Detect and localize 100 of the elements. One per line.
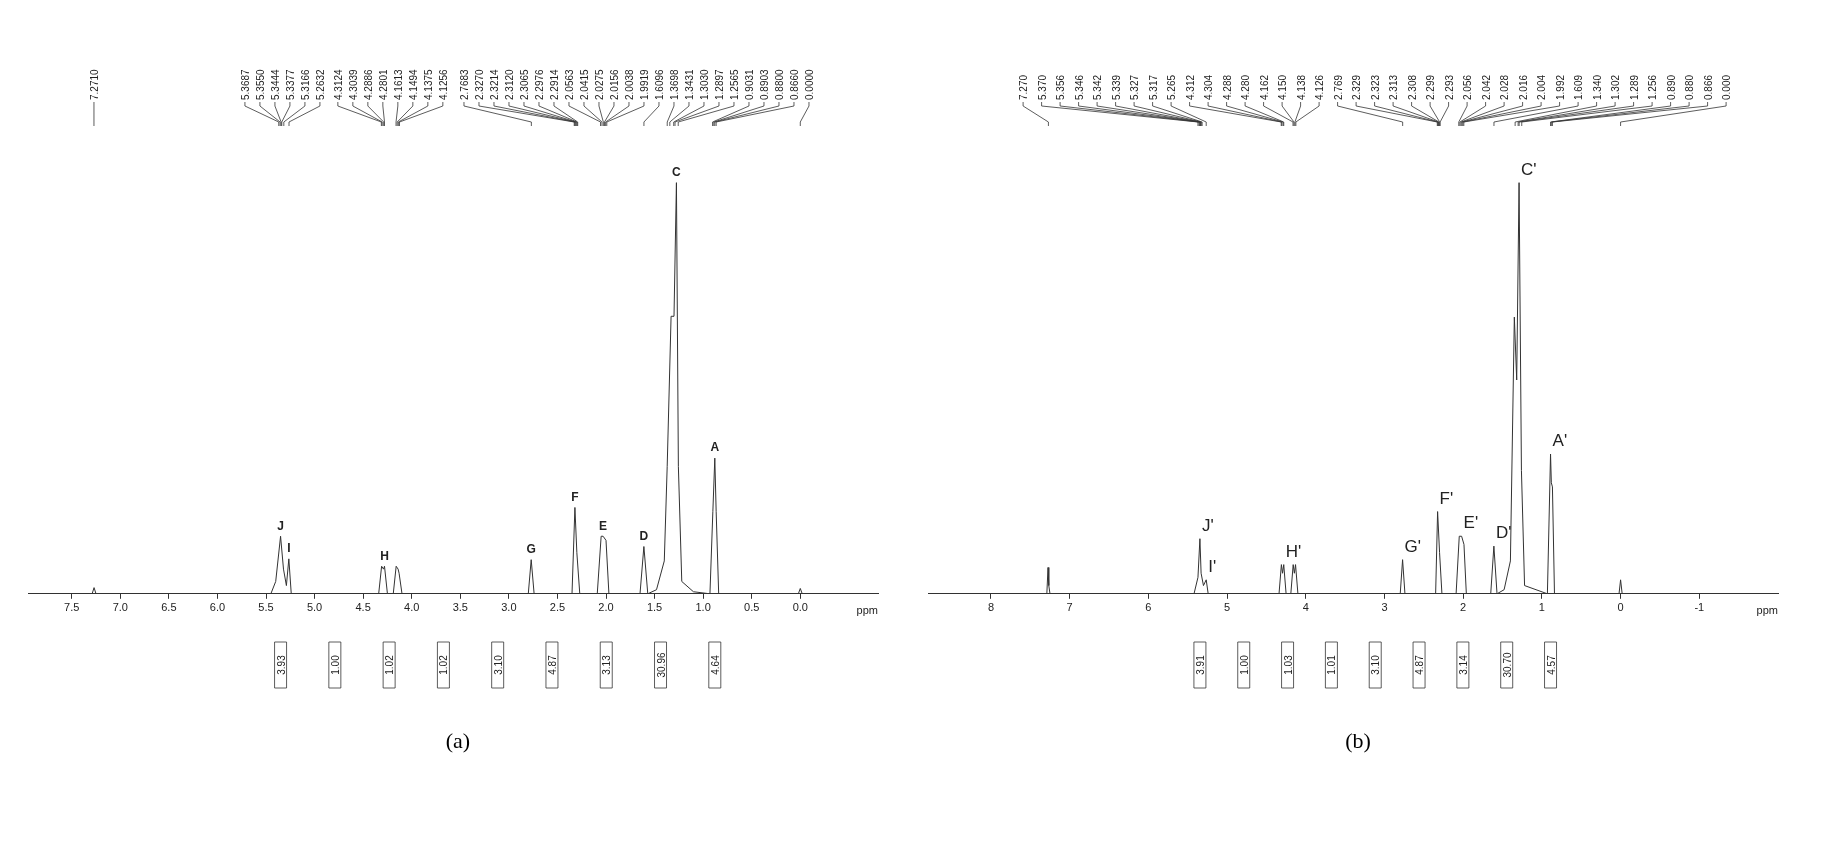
annotation: 5.3687 (239, 68, 251, 100)
annotation: 1.609 (1573, 74, 1585, 100)
text: 4.87 (1414, 654, 1426, 675)
annotation: 4.126 (1314, 74, 1326, 100)
text: 3.10 (1370, 654, 1382, 675)
x-tick-label: 6 (1145, 601, 1152, 614)
annotation: 2.028 (1499, 74, 1511, 100)
annotation: H (380, 548, 389, 563)
annotation: 1.992 (1554, 74, 1566, 100)
x-tick-label: 6.0 (209, 601, 226, 614)
annotation: 4.1613 (392, 68, 404, 100)
x-tick-label: 7.0 (112, 601, 128, 614)
annotation: 1.3431 (683, 68, 695, 100)
text: (b) (1345, 728, 1371, 754)
annotation: 2.004 (1536, 74, 1548, 100)
x-tick-label: -1 (1694, 601, 1705, 614)
x-tick-label: 2.0 (598, 601, 614, 614)
text: 4.87 (546, 654, 558, 675)
annotation: 0.8903 (758, 68, 770, 100)
annotation: 4.150 (1277, 74, 1289, 100)
text: 1.01 (1326, 654, 1338, 675)
x-tick-label: 0.0 (792, 601, 808, 614)
annotation: 4.162 (1258, 74, 1270, 100)
annotation: I (287, 541, 291, 556)
annotation: J' (1201, 515, 1214, 535)
annotation: 2.2914 (548, 68, 560, 100)
annotation: 4.288 (1221, 74, 1233, 100)
annotation: 2.323 (1369, 74, 1381, 100)
x-tick-label: 2 (1460, 601, 1467, 614)
annotation: 2.0563 (563, 68, 575, 100)
annotation: 1.340 (1591, 74, 1603, 100)
text: 1.00 (329, 654, 341, 675)
annotation: 0.8660 (788, 68, 800, 100)
annotation: 5.339 (1110, 74, 1122, 100)
text: 3.10 (492, 654, 504, 675)
annotation: 2.056 (1462, 74, 1474, 100)
annotation: 7.270 (1018, 74, 1030, 100)
annotation: 2.0275 (593, 68, 605, 100)
annotation: 5.370 (1036, 74, 1048, 100)
annotation: 1.6096 (653, 68, 665, 100)
x-tick-label: 1.0 (695, 601, 711, 614)
annotation: 1.3030 (698, 68, 710, 100)
annotation: 2.769 (1332, 74, 1344, 100)
x-tick-label: 7.5 (64, 601, 80, 614)
x-tick-label: 4.0 (404, 601, 420, 614)
annotation: C (672, 164, 682, 179)
annotation: 2.313 (1388, 74, 1400, 100)
annotation: 0.0000 (803, 68, 815, 100)
annotation: 4.2886 (362, 68, 374, 100)
annotation: 4.1256 (437, 68, 449, 100)
text: (a) (445, 728, 471, 754)
x-tick-label: 1.5 (646, 601, 663, 614)
x-tick-label: 0.5 (744, 601, 760, 614)
annotation: 1.9919 (638, 68, 650, 100)
annotation: 4.3039 (347, 68, 359, 100)
x-tick-label: 2.5 (549, 601, 566, 614)
annotation: 5.3550 (254, 68, 266, 100)
text: 3.13 (601, 654, 613, 675)
annotation: 1.302 (1610, 74, 1622, 100)
x-tick-label: 8 (987, 601, 995, 614)
annotation: E' (1463, 513, 1479, 533)
annotation: 7.2710 (88, 68, 100, 100)
annotation: 4.2801 (377, 68, 389, 100)
annotation: 1.2565 (728, 68, 740, 100)
annotation: 0.9031 (743, 68, 755, 100)
annotation: H' (1285, 541, 1302, 561)
x-tick-label: 3.5 (452, 601, 468, 614)
annotation: 5.342 (1092, 74, 1104, 100)
x-tick-label: 3.0 (501, 601, 517, 614)
text: 30.96 (655, 652, 667, 678)
annotation: 5.327 (1129, 74, 1141, 100)
x-tick-label: 3 (1381, 601, 1388, 614)
x-tick-label: 1 (1538, 601, 1545, 614)
annotation: 2.3065 (518, 68, 530, 100)
annotation: 1.289 (1628, 74, 1640, 100)
annotation: 2.0415 (578, 68, 590, 100)
annotation: 0.000 (1721, 74, 1733, 100)
annotation: 1.2897 (713, 68, 725, 100)
annotation: J (277, 518, 284, 533)
annotation: 2.0156 (608, 68, 620, 100)
annotation: D (639, 528, 649, 543)
annotation: F (571, 489, 579, 504)
annotation: 0.866 (1702, 74, 1714, 100)
annotation: 2.042 (1480, 74, 1492, 100)
annotation: 5.3444 (269, 68, 281, 100)
annotation: D' (1495, 523, 1512, 543)
annotation: I' (1208, 557, 1217, 577)
text: 3.93 (275, 654, 287, 675)
x-axis-title: ppm (1756, 604, 1778, 617)
x-tick-label: 5 (1224, 601, 1231, 614)
annotation: 5.346 (1073, 74, 1085, 100)
text: 3.91 (1194, 654, 1206, 675)
annotation: 2.308 (1406, 74, 1418, 100)
annotation: 5.3377 (284, 68, 296, 100)
annotation: G' (1404, 536, 1422, 556)
annotation: 0.890 (1665, 74, 1677, 100)
text: 4.57 (1545, 654, 1557, 675)
annotation: 4.312 (1184, 74, 1196, 100)
x-tick-label: 5.5 (258, 601, 274, 614)
x-axis-title: ppm (856, 604, 878, 617)
